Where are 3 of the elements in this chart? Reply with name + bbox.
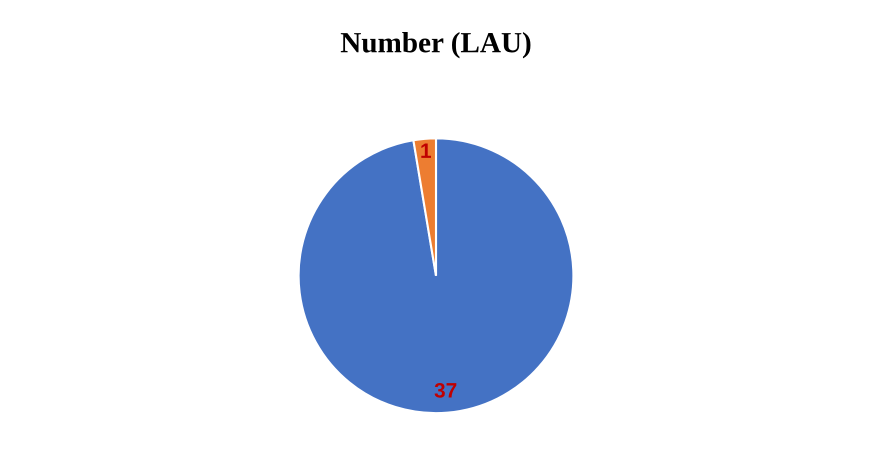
data-label: 37	[434, 382, 456, 398]
data-label: 1	[421, 144, 431, 158]
chart-title: Number (LAU)	[340, 32, 530, 58]
